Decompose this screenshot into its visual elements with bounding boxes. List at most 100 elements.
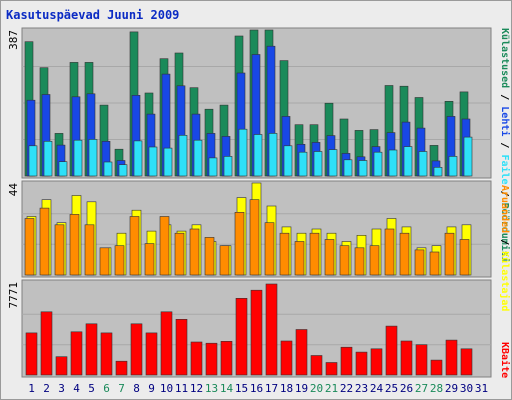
bar-kbaite	[220, 340, 233, 376]
bar-faile	[88, 139, 98, 177]
bar-faile	[358, 160, 368, 177]
bar-aruanded	[204, 237, 215, 276]
bar-faile	[58, 161, 68, 177]
x-tick-label: 30	[460, 382, 473, 395]
bottom-legend: KBaite	[499, 342, 511, 378]
bar-faile	[238, 128, 248, 177]
bar-kbaite	[460, 348, 473, 376]
bar-faile	[298, 151, 308, 177]
bar-aruanded	[264, 222, 275, 276]
bar-aruanded	[294, 241, 305, 276]
middle-legend: Aruanded / Külastajad	[499, 185, 511, 311]
x-tick-label: 29	[445, 382, 458, 395]
bar-aruanded	[309, 232, 320, 276]
bar-faile	[223, 156, 233, 177]
bar-faile	[328, 149, 338, 177]
bar-aruanded	[384, 228, 395, 276]
bar-aruanded	[414, 249, 425, 276]
bar-aruanded	[189, 228, 200, 276]
bar-aruanded	[429, 251, 440, 276]
bar-aruanded	[399, 232, 410, 276]
bar-kbaite	[235, 297, 248, 376]
legend-lehti: Lehti	[499, 106, 511, 136]
bar-faile	[343, 159, 353, 177]
x-tick-label: 7	[118, 382, 125, 395]
bar-faile	[133, 140, 143, 177]
bar-kbaite	[40, 311, 53, 376]
bar-kbaite	[250, 289, 263, 376]
bar-kbaite	[340, 346, 353, 376]
bar-aruanded	[69, 214, 80, 276]
bar-kbaite	[445, 339, 458, 376]
bar-faile	[193, 139, 203, 177]
bar-kbaite	[175, 318, 188, 376]
x-tick-label: 18	[280, 382, 293, 395]
x-tick-label: 10	[160, 382, 173, 395]
x-tick-label: 15	[235, 382, 248, 395]
legend-kbaite: KBaite	[499, 342, 511, 378]
bar-faile	[388, 149, 398, 177]
bar-faile	[43, 141, 53, 177]
bar-aruanded	[174, 232, 185, 276]
x-axis-labels: 1 2 3 4 5 6 7 8 9 10 11 12 13 14 15 16 17 18 19 20 21 22 23 24 2…	[28, 382, 488, 395]
bar-aruanded	[444, 232, 455, 276]
x-tick-label: 3	[58, 382, 65, 395]
x-tick-label: 11	[175, 382, 188, 395]
legend-poordumisi: Pöördumisi	[499, 203, 511, 263]
bar-aruanded	[279, 232, 290, 276]
bar-faile	[313, 151, 323, 177]
bar-aruanded	[354, 247, 365, 276]
x-tick-label: 6	[103, 382, 110, 395]
bar-kbaite	[325, 362, 338, 376]
bar-kbaite	[25, 332, 38, 376]
x-tick-label: 1	[28, 382, 35, 395]
bar-aruanded	[249, 199, 260, 276]
bar-kbaite	[295, 329, 308, 376]
chart-title: Kasutuspäevad Juuni 2009	[6, 8, 179, 22]
bar-faile	[418, 151, 428, 177]
x-tick-label: 13	[205, 382, 218, 395]
bar-aruanded	[24, 218, 35, 276]
bar-faile	[403, 146, 413, 177]
middle-panel-ytick-label: 44	[7, 183, 20, 197]
x-tick-label: 25	[385, 382, 398, 395]
bar-faile	[178, 135, 188, 177]
bar-kbaite	[100, 332, 113, 376]
bar-faile	[433, 167, 443, 177]
x-tick-label: 31	[475, 382, 488, 395]
bar-aruanded	[339, 245, 350, 276]
bar-kbaite	[430, 359, 443, 376]
bar-aruanded	[99, 247, 110, 276]
bar-aruanded	[234, 212, 245, 276]
bar-faile	[373, 151, 383, 177]
bar-kbaite	[205, 342, 218, 376]
bar-aruanded	[219, 245, 230, 276]
bar-kbaite	[115, 360, 128, 376]
x-tick-label: 14	[220, 382, 234, 395]
bar-faile	[73, 139, 83, 177]
bar-aruanded	[84, 224, 95, 276]
bar-faile	[283, 145, 293, 177]
bottom-panel-ytick-label: 7771	[7, 282, 20, 309]
x-tick-label: 20	[310, 382, 323, 395]
bar-kbaite	[415, 344, 428, 376]
bar-faile	[118, 164, 128, 177]
bar-faile	[163, 147, 173, 177]
x-tick-label: 26	[400, 382, 413, 395]
legend-kulastajad: Külastajad	[499, 251, 511, 311]
bar-kbaite	[400, 340, 413, 376]
bar-faile	[268, 133, 278, 177]
bar-kbaite	[265, 283, 278, 376]
x-tick-label: 4	[73, 382, 80, 395]
x-tick-label: 2	[43, 382, 50, 395]
bar-aruanded	[369, 245, 380, 276]
x-tick-label: 19	[295, 382, 308, 395]
legend-kulastused: Külastused	[499, 28, 510, 88]
bar-kbaite	[370, 348, 383, 376]
bar-kbaite	[355, 351, 368, 376]
top-panel-ytick-label: 387	[7, 30, 20, 50]
bar-faile	[28, 145, 38, 177]
bar-kbaite	[85, 323, 98, 376]
bar-aruanded	[129, 216, 140, 276]
